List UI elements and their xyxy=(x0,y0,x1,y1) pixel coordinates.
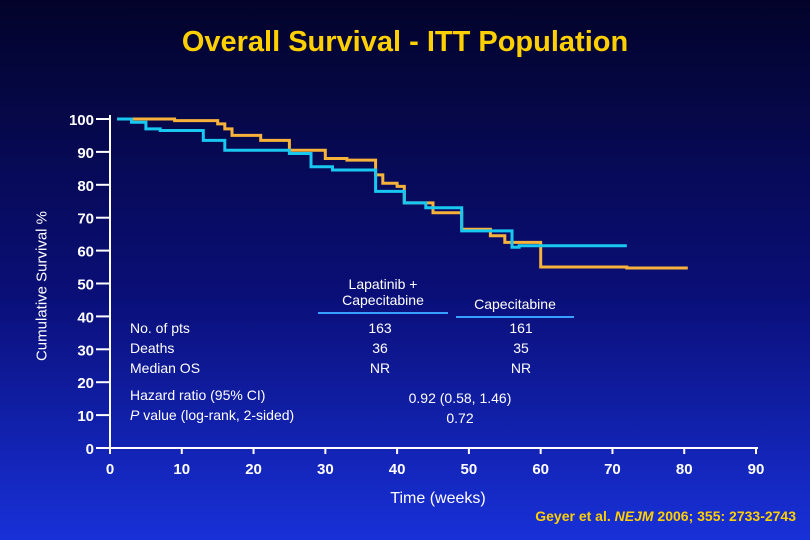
y-tick-label: 60 xyxy=(77,244,94,261)
x-axis-label: Time (weeks) xyxy=(390,490,486,507)
x-tick-label: 0 xyxy=(106,461,114,478)
y-tick-label: 80 xyxy=(77,178,94,195)
row-label: Deaths xyxy=(130,340,175,356)
col-values-lapatinib: 163 36 NR xyxy=(340,318,420,378)
table-cell: 36 xyxy=(372,340,388,356)
col-head-lapatinib-text: Lapatinib + Capecitabine xyxy=(342,276,424,308)
table-row-labels: No. of pts Deaths Median OS xyxy=(130,318,200,378)
col-values-capecitabine: 161 35 NR xyxy=(481,318,561,378)
col-head-lapatinib-underline xyxy=(318,312,448,314)
chart-title: Overall Survival - ITT Population xyxy=(181,26,629,58)
survival-curve-capecitabine xyxy=(117,117,627,249)
p-label-rest: value (log-rank, 2-sided) xyxy=(139,407,295,423)
citation-journal: NEJM xyxy=(614,508,654,524)
row-label: Median OS xyxy=(130,360,201,376)
y-tick-label: 10 xyxy=(77,408,94,425)
table-cell: 35 xyxy=(513,340,529,356)
p-label: P value (log-rank, 2-sided) xyxy=(130,405,294,425)
x-tick-label: 40 xyxy=(389,461,406,478)
x-tick-label: 20 xyxy=(245,461,262,478)
survival-curve-lapatinib-capecitabine xyxy=(117,117,688,270)
table-cell: 163 xyxy=(368,320,392,336)
x-tick-label: 90 xyxy=(748,461,765,478)
y-tick-label: 0 xyxy=(86,441,94,458)
p-label-italic: P xyxy=(130,407,140,423)
x-tick-label: 30 xyxy=(317,461,334,478)
y-tick-label: 20 xyxy=(77,375,94,392)
p-value: 0.72 xyxy=(446,410,474,426)
x-tick-label: 60 xyxy=(532,461,549,478)
col-head-capecitabine-underline xyxy=(456,316,574,318)
y-tick-label: 70 xyxy=(77,211,94,228)
x-tick-label: 80 xyxy=(676,461,693,478)
y-tick-label: 50 xyxy=(77,277,94,294)
hr-value: 0.92 (0.58, 1.46) xyxy=(408,390,512,406)
table-cell: NR xyxy=(510,360,532,376)
hr-labels: Hazard ratio (95% CI) P value (log-rank,… xyxy=(130,385,294,425)
row-label: No. of pts xyxy=(130,320,190,336)
x-tick-label: 10 xyxy=(173,461,190,478)
citation-ref: 2006; 355: 2733-2743 xyxy=(653,508,796,524)
col-head-capecitabine-text: Capecitabine xyxy=(474,296,556,312)
col-head-capecitabine: Capecitabine xyxy=(456,296,574,318)
y-tick-label: 90 xyxy=(77,145,94,162)
y-tick-label: 40 xyxy=(77,309,94,326)
hr-values: 0.92 (0.58, 1.46) 0.72 xyxy=(380,388,540,428)
x-tick-label: 50 xyxy=(461,461,478,478)
citation-authors: Geyer et al. xyxy=(535,508,615,524)
table-cell: 161 xyxy=(509,320,533,336)
hr-label: Hazard ratio (95% CI) xyxy=(130,387,266,403)
y-tick-label: 30 xyxy=(77,342,94,359)
citation: Geyer et al. NEJM 2006; 355: 2733-2743 xyxy=(535,508,796,524)
x-tick-label: 70 xyxy=(604,461,621,478)
y-tick-label: 100 xyxy=(69,112,94,129)
table-cell: NR xyxy=(369,360,391,376)
col-head-lapatinib: Lapatinib + Capecitabine xyxy=(318,276,448,314)
